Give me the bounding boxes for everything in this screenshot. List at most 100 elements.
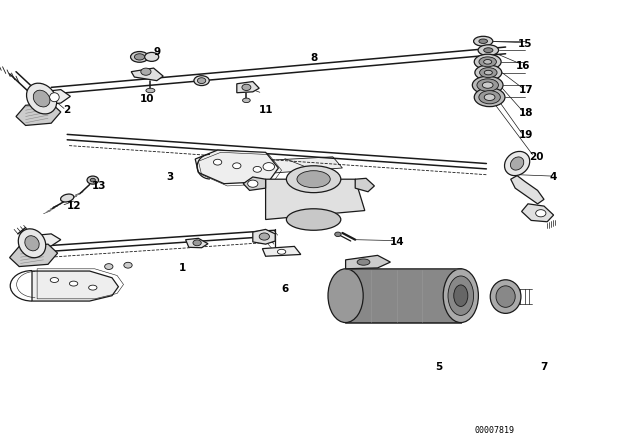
Ellipse shape bbox=[297, 171, 330, 188]
Ellipse shape bbox=[490, 280, 521, 314]
Ellipse shape bbox=[536, 210, 546, 217]
Polygon shape bbox=[237, 82, 259, 93]
Ellipse shape bbox=[134, 54, 145, 60]
Ellipse shape bbox=[248, 180, 258, 187]
Ellipse shape bbox=[233, 163, 241, 168]
Ellipse shape bbox=[51, 277, 59, 282]
Ellipse shape bbox=[33, 90, 50, 107]
Polygon shape bbox=[346, 255, 390, 269]
Text: 17: 17 bbox=[519, 86, 533, 95]
Ellipse shape bbox=[88, 285, 97, 290]
Text: 15: 15 bbox=[518, 39, 532, 49]
Text: 14: 14 bbox=[390, 237, 404, 247]
Polygon shape bbox=[355, 178, 374, 192]
Ellipse shape bbox=[443, 269, 479, 323]
Ellipse shape bbox=[484, 48, 493, 52]
Ellipse shape bbox=[479, 57, 497, 67]
Ellipse shape bbox=[90, 178, 95, 182]
Ellipse shape bbox=[278, 249, 286, 254]
Ellipse shape bbox=[475, 65, 502, 80]
Text: 6: 6 bbox=[281, 284, 289, 294]
Ellipse shape bbox=[253, 167, 262, 172]
Ellipse shape bbox=[145, 52, 159, 61]
Polygon shape bbox=[195, 150, 278, 184]
Ellipse shape bbox=[479, 39, 488, 43]
Ellipse shape bbox=[484, 94, 495, 100]
Ellipse shape bbox=[146, 88, 155, 93]
Ellipse shape bbox=[61, 194, 74, 202]
Text: 9: 9 bbox=[153, 47, 161, 56]
Polygon shape bbox=[10, 244, 58, 267]
Text: 13: 13 bbox=[92, 181, 106, 191]
Text: 20: 20 bbox=[529, 152, 543, 162]
Text: 18: 18 bbox=[519, 108, 533, 118]
Ellipse shape bbox=[19, 229, 45, 258]
Ellipse shape bbox=[242, 84, 251, 90]
Text: 1: 1 bbox=[179, 263, 186, 273]
Text: 12: 12 bbox=[67, 201, 81, 211]
Polygon shape bbox=[250, 157, 342, 175]
Ellipse shape bbox=[454, 285, 468, 306]
Ellipse shape bbox=[26, 83, 57, 114]
Polygon shape bbox=[253, 229, 275, 244]
Ellipse shape bbox=[504, 151, 530, 176]
Ellipse shape bbox=[479, 68, 497, 78]
Ellipse shape bbox=[105, 263, 113, 269]
Ellipse shape bbox=[259, 233, 269, 240]
Text: 3: 3 bbox=[166, 172, 173, 182]
Ellipse shape bbox=[474, 54, 501, 69]
Polygon shape bbox=[32, 234, 61, 247]
Polygon shape bbox=[511, 176, 544, 204]
Text: 2: 2 bbox=[63, 105, 71, 115]
Ellipse shape bbox=[50, 93, 60, 102]
Ellipse shape bbox=[69, 281, 78, 286]
Ellipse shape bbox=[478, 45, 499, 56]
Ellipse shape bbox=[131, 52, 148, 62]
Ellipse shape bbox=[484, 60, 492, 64]
Ellipse shape bbox=[472, 76, 503, 94]
Ellipse shape bbox=[197, 78, 206, 83]
Ellipse shape bbox=[483, 82, 493, 88]
Ellipse shape bbox=[287, 166, 341, 193]
Ellipse shape bbox=[335, 232, 341, 237]
Ellipse shape bbox=[214, 159, 222, 165]
Polygon shape bbox=[16, 103, 61, 125]
Ellipse shape bbox=[87, 176, 99, 184]
Ellipse shape bbox=[474, 88, 505, 107]
Polygon shape bbox=[42, 90, 70, 105]
Ellipse shape bbox=[263, 163, 275, 171]
Polygon shape bbox=[522, 204, 554, 222]
Ellipse shape bbox=[193, 240, 201, 246]
Ellipse shape bbox=[194, 76, 209, 86]
Text: 00007819: 00007819 bbox=[475, 426, 515, 435]
Ellipse shape bbox=[448, 276, 474, 315]
Ellipse shape bbox=[287, 209, 341, 230]
Polygon shape bbox=[186, 238, 208, 248]
Text: 7: 7 bbox=[540, 362, 548, 372]
Text: 5: 5 bbox=[435, 362, 442, 372]
Polygon shape bbox=[131, 68, 163, 81]
Text: 16: 16 bbox=[516, 61, 531, 71]
Ellipse shape bbox=[243, 98, 250, 103]
Text: 10: 10 bbox=[140, 94, 154, 103]
Ellipse shape bbox=[141, 68, 151, 75]
Text: 11: 11 bbox=[259, 105, 273, 115]
Polygon shape bbox=[346, 269, 461, 323]
Polygon shape bbox=[262, 246, 301, 256]
Text: 4: 4 bbox=[550, 172, 557, 182]
Ellipse shape bbox=[474, 36, 493, 46]
Ellipse shape bbox=[328, 269, 364, 323]
Ellipse shape bbox=[124, 262, 132, 268]
Ellipse shape bbox=[357, 259, 370, 265]
Text: 8: 8 bbox=[310, 53, 317, 63]
Ellipse shape bbox=[479, 90, 500, 104]
Ellipse shape bbox=[477, 79, 499, 91]
Polygon shape bbox=[243, 177, 266, 190]
Ellipse shape bbox=[25, 236, 39, 251]
Polygon shape bbox=[266, 179, 365, 220]
Ellipse shape bbox=[484, 70, 492, 75]
Ellipse shape bbox=[511, 157, 524, 170]
Polygon shape bbox=[32, 271, 118, 301]
Ellipse shape bbox=[496, 286, 515, 307]
Text: 19: 19 bbox=[519, 130, 533, 140]
